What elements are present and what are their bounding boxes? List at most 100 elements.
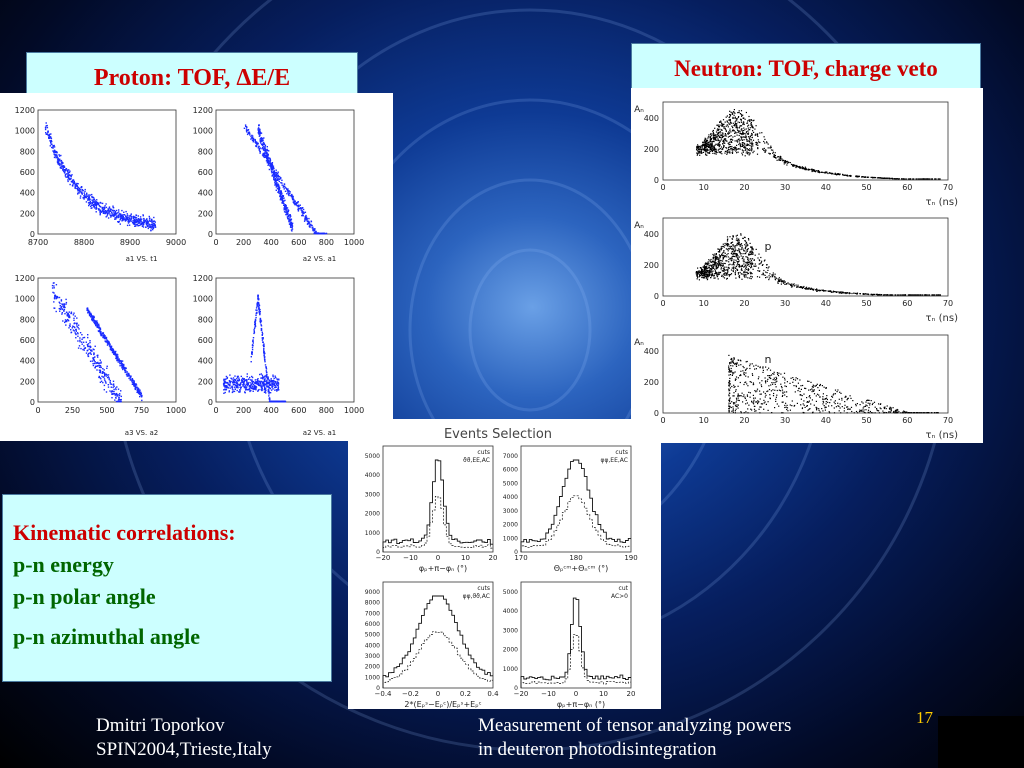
- scatter-point: [135, 224, 137, 226]
- scatter-point: [719, 148, 721, 150]
- scatter-point: [268, 395, 270, 397]
- scatter-point: [90, 312, 92, 315]
- scatter-point: [721, 247, 723, 249]
- scatter-point: [884, 177, 886, 179]
- scatter-point: [268, 382, 270, 384]
- scatter-point: [728, 132, 730, 134]
- scatter-point: [275, 180, 277, 182]
- scatter-point: [706, 143, 708, 145]
- scatter-point: [749, 141, 751, 143]
- scatter-point: [715, 139, 718, 141]
- scatter-point: [733, 252, 735, 254]
- scatter-point: [703, 274, 705, 276]
- scatter-point: [106, 376, 109, 379]
- scatter-point: [748, 124, 750, 126]
- scatter-point: [273, 400, 275, 403]
- scatter-point: [102, 376, 104, 378]
- scatter-point: [127, 220, 129, 223]
- scatter-point: [758, 259, 760, 261]
- scatter-point: [85, 352, 88, 354]
- scatter-point: [250, 138, 252, 140]
- scatter-point: [276, 379, 279, 381]
- scatter-point: [259, 139, 261, 141]
- scatter-point: [258, 133, 260, 135]
- scatter-point: [765, 271, 767, 273]
- scatter-point: [764, 151, 766, 153]
- scatter-point: [262, 143, 264, 145]
- scatter-point: [738, 111, 740, 114]
- scatter-point: [127, 374, 129, 377]
- scatter-point: [121, 367, 123, 369]
- scatter-point: [728, 275, 730, 277]
- scatter-point: [896, 294, 898, 296]
- scatter-point: [745, 144, 748, 146]
- scatter-point: [732, 126, 734, 128]
- x-tick-label: 8800: [74, 238, 94, 247]
- scatter-point: [148, 217, 151, 219]
- scatter-point: [127, 373, 129, 375]
- scatter-point: [720, 121, 722, 123]
- scatter-point: [279, 177, 282, 179]
- scatter-point: [718, 142, 720, 144]
- scatter-point: [727, 245, 729, 247]
- scatter-point: [715, 150, 717, 152]
- scatter-point: [698, 279, 700, 281]
- scatter-point: [280, 191, 282, 194]
- scatter-point: [88, 199, 91, 201]
- scatter-point: [118, 216, 120, 218]
- scatter-point: [142, 215, 144, 217]
- scatter-point: [871, 177, 873, 179]
- scatter-point: [234, 378, 236, 381]
- scatter-point: [253, 386, 256, 389]
- scatter-points: [51, 282, 143, 403]
- scatter-point: [311, 224, 313, 227]
- scatter-point: [123, 214, 125, 216]
- scatter-point: [252, 141, 254, 143]
- scatter-point: [67, 172, 69, 174]
- scatter-point: [273, 382, 275, 385]
- scatter-point: [741, 246, 743, 248]
- scatter-point: [87, 202, 90, 204]
- scatter-point: [245, 130, 248, 132]
- scatter-point: [103, 337, 106, 340]
- scatter-point: [58, 158, 60, 161]
- scatter-point: [90, 350, 93, 352]
- scatter-point: [273, 379, 275, 382]
- scatter-point: [286, 190, 289, 192]
- scatter-point: [277, 191, 279, 193]
- scatter-point: [741, 258, 743, 260]
- scatter-point: [246, 382, 248, 384]
- scatter-point: [266, 157, 269, 160]
- scatter-point: [703, 139, 706, 141]
- scatter-point: [697, 146, 699, 149]
- scatter-point: [711, 150, 713, 152]
- scatter-point: [717, 132, 719, 134]
- scatter-point: [62, 167, 64, 169]
- scatter-point: [251, 351, 253, 353]
- scatter-point: [706, 264, 708, 266]
- scatter-point: [746, 262, 748, 264]
- scatter-point: [244, 392, 246, 394]
- scatter-point: [88, 313, 91, 316]
- scatter-point: [726, 254, 728, 256]
- scatter-point: [746, 140, 748, 142]
- scatter-point: [77, 326, 79, 329]
- scatter-point: [735, 256, 737, 258]
- scatter-point: [112, 349, 114, 352]
- scatter-point: [109, 348, 112, 351]
- scatter-point: [228, 390, 230, 392]
- scatter-point: [712, 147, 714, 149]
- scatter-point: [87, 334, 89, 336]
- scatter-point: [256, 144, 258, 146]
- scatter-point: [712, 136, 714, 138]
- scatter-point: [748, 115, 750, 118]
- scatter-point: [265, 155, 267, 157]
- scatter-point: [84, 193, 86, 196]
- scatter-point: [703, 141, 705, 143]
- scatter-point: [251, 348, 254, 351]
- scatter-point: [935, 294, 937, 296]
- scatter-point: [147, 227, 149, 230]
- x-axis-label: τₙ (ns): [925, 313, 958, 324]
- scatter-point: [780, 279, 782, 281]
